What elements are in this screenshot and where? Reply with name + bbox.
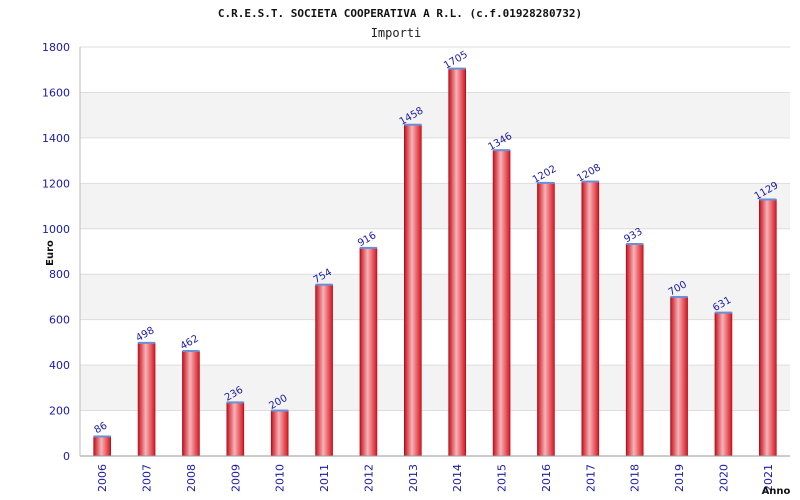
x-tick-label-2015: 2015 xyxy=(496,464,509,492)
y-tick-label: 1600 xyxy=(42,86,70,99)
bar-2012 xyxy=(359,247,378,457)
grid-band xyxy=(80,47,790,93)
bar-cap-2007 xyxy=(138,341,156,344)
bar-2007 xyxy=(137,342,156,457)
x-tick-label-2021: 2021 xyxy=(762,464,775,492)
bar-cap-2021 xyxy=(759,198,777,201)
y-axis-label: Euro xyxy=(45,240,56,266)
bar-cap-2008 xyxy=(182,350,200,353)
x-tick-label-2009: 2009 xyxy=(229,464,242,492)
y-tick-label: 1400 xyxy=(42,132,70,145)
bar-2017 xyxy=(581,181,600,457)
x-tick-label-2019: 2019 xyxy=(673,464,686,492)
bar-2021 xyxy=(759,199,777,457)
bar-cap-2015 xyxy=(493,149,511,152)
x-tick-label-2010: 2010 xyxy=(274,464,287,492)
bar-2010 xyxy=(270,410,289,457)
bars xyxy=(93,67,777,457)
x-tick-label-2013: 2013 xyxy=(407,464,420,492)
x-axis-label: Anno xyxy=(762,486,791,497)
x-tick-label-2020: 2020 xyxy=(717,464,730,492)
bar-2019 xyxy=(670,296,688,457)
bar-2015 xyxy=(492,149,511,457)
y-tick-label: 0 xyxy=(63,450,70,463)
bar-cap-2014 xyxy=(448,67,466,70)
bar-cap-2017 xyxy=(581,180,599,183)
grid-band xyxy=(80,183,790,229)
y-tick-label: 1200 xyxy=(42,177,70,190)
grid-band xyxy=(80,92,790,138)
y-tick-label: 800 xyxy=(49,268,70,281)
bar-2013 xyxy=(404,124,422,457)
y-tick-label: 400 xyxy=(49,359,70,372)
grid-band xyxy=(80,137,790,184)
bar-2014 xyxy=(448,68,466,457)
bar-cap-2006 xyxy=(93,435,111,438)
bar-2016 xyxy=(537,182,555,457)
x-tick-label-2006: 2006 xyxy=(96,464,109,492)
x-tick-label-2007: 2007 xyxy=(141,464,154,492)
bar-2011 xyxy=(315,284,333,457)
y-tick-label: 200 xyxy=(49,405,70,418)
bar-cap-2020 xyxy=(714,311,732,314)
bar-cap-2010 xyxy=(271,409,289,412)
chart-title: C.R.E.S.T. SOCIETA COOPERATIVA A R.L. (c… xyxy=(218,7,582,20)
y-tick-label: 1000 xyxy=(42,223,70,236)
y-tick-label: 600 xyxy=(49,314,70,327)
x-axis-ticks: 2006 2007 2008 2009 2010 2011 2012 2013 2014 2015… xyxy=(96,464,775,492)
bar-2018 xyxy=(625,243,644,457)
grid-band xyxy=(80,228,790,275)
bar-cap-2011 xyxy=(315,283,333,286)
bar-cap-2009 xyxy=(226,401,244,404)
x-tick-label-2008: 2008 xyxy=(185,464,198,492)
x-tick-label-2014: 2014 xyxy=(451,464,464,492)
x-tick-label-2012: 2012 xyxy=(362,464,375,492)
bar-2006 xyxy=(93,436,111,457)
y-tick-label: 1800 xyxy=(42,41,70,54)
bar-2020 xyxy=(714,312,733,457)
x-tick-label-2016: 2016 xyxy=(540,464,553,492)
bar-cap-2016 xyxy=(537,181,555,184)
bar-cap-2013 xyxy=(404,123,422,126)
x-tick-label-2011: 2011 xyxy=(318,464,331,492)
bar-2008 xyxy=(182,350,200,457)
bar-cap-2019 xyxy=(670,295,688,298)
bar-cap-2018 xyxy=(626,243,644,246)
x-tick-label-2018: 2018 xyxy=(629,464,642,492)
bar-2009 xyxy=(226,402,245,457)
chart-subtitle: Importi xyxy=(371,26,422,40)
bar-cap-2012 xyxy=(359,246,377,249)
x-tick-label-2017: 2017 xyxy=(584,464,597,492)
y-axis-ticks: 0 200 400 600 800 1000 1200 1400 1600 1800 xyxy=(42,41,70,463)
